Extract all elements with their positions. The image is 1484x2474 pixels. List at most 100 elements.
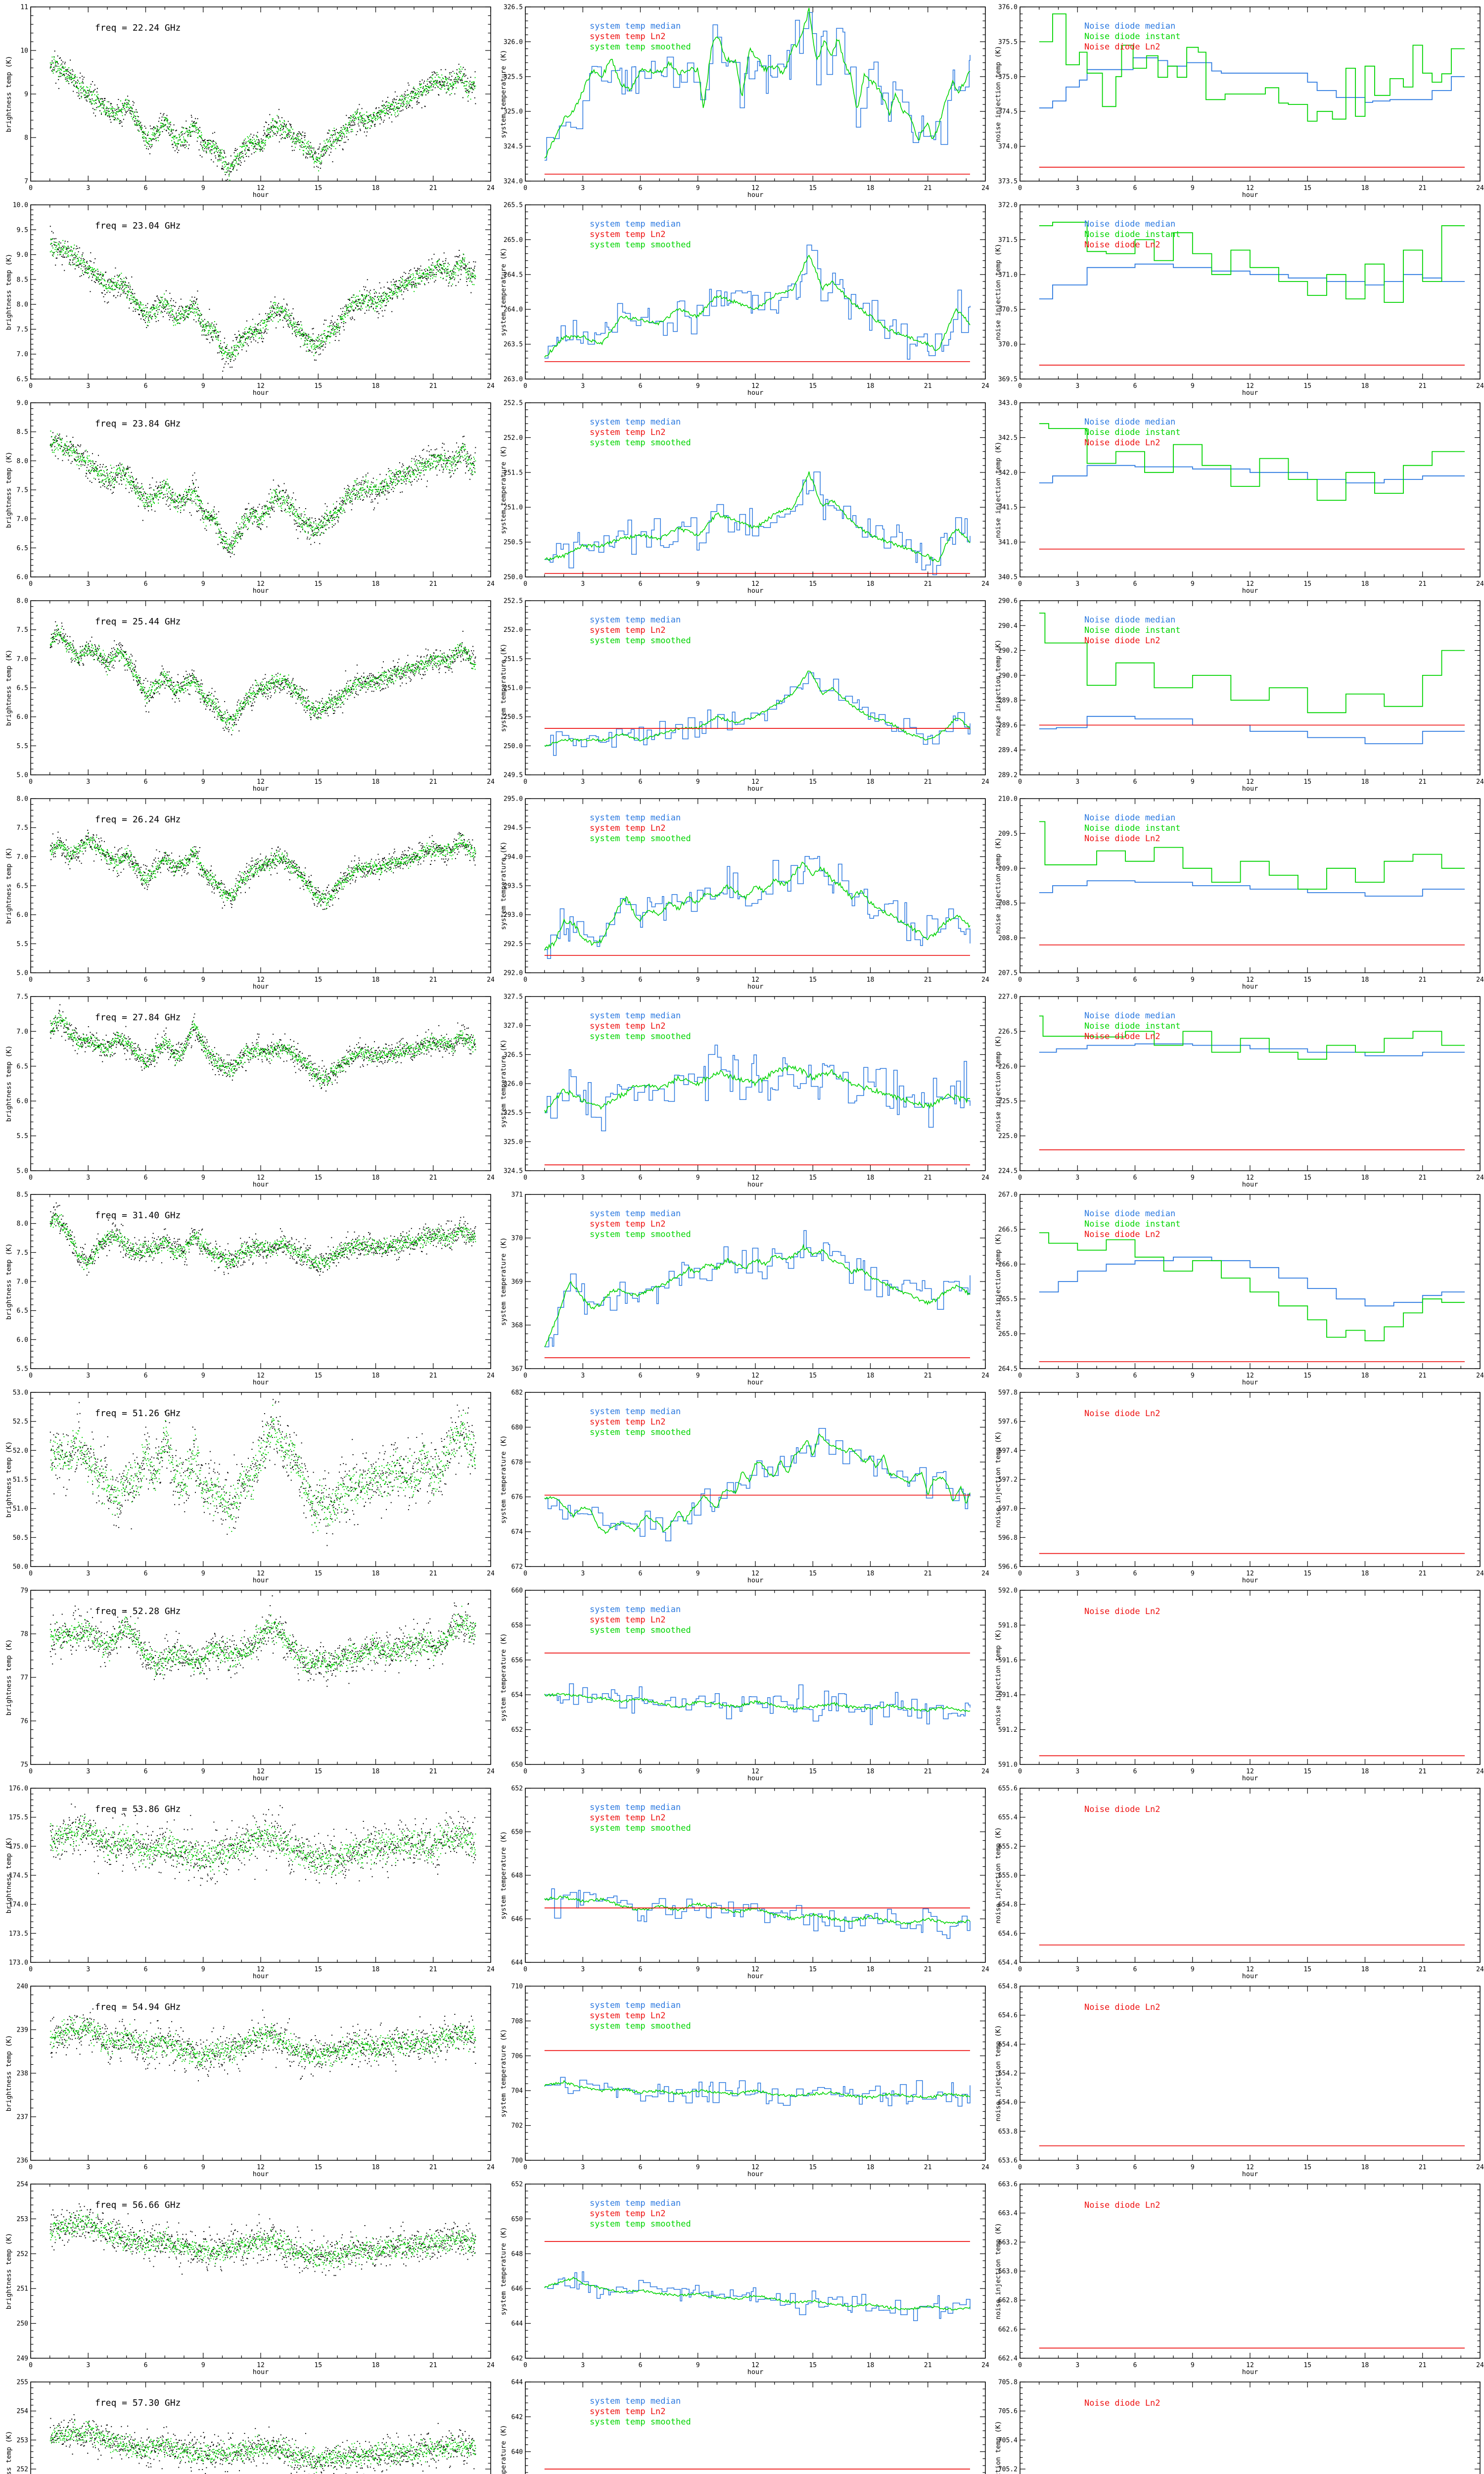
svg-text:642: 642 (511, 2355, 523, 2363)
legend-entry: system temp median (590, 1209, 681, 1219)
svg-text:24: 24 (981, 1768, 989, 1775)
svg-text:654.8: 654.8 (998, 1983, 1018, 1991)
svg-text:0: 0 (1018, 382, 1022, 390)
panel-57.30GHz-middle: 03691215182124634636638640642644hoursyst… (500, 2379, 986, 2474)
svg-text:0: 0 (1018, 580, 1022, 588)
svg-text:264.5: 264.5 (504, 271, 523, 279)
panel-56.66GHz-left: 0 3 6 9 12 15 18 21 24 249 250 251 252 253 254 hour brig… (5, 2181, 495, 2376)
svg-text:3: 3 (86, 778, 90, 786)
svg-text:21: 21 (1419, 2164, 1427, 2171)
svg-text:21: 21 (924, 580, 932, 588)
svg-text:655.6: 655.6 (998, 1785, 1018, 1793)
y-axis-label: system temperature (K) (500, 1040, 508, 1128)
x-axis-label: hour (747, 1576, 764, 1583)
legend-entry: Noise diode median (1084, 219, 1175, 229)
svg-text:0: 0 (523, 1570, 527, 1577)
svg-text:3: 3 (581, 976, 585, 984)
svg-text:654.4: 654.4 (998, 2041, 1018, 2048)
svg-text:6.0: 6.0 (17, 714, 28, 721)
svg-text:373.5: 373.5 (998, 178, 1018, 186)
y-axis-label: noise injection temp (K) (994, 1827, 1002, 1923)
x-axis-label: hour (253, 1379, 269, 1385)
noise-diode-median-line (1039, 880, 1465, 897)
svg-text:254: 254 (17, 2408, 29, 2415)
brightness-temp-smoothed-points (49, 2017, 476, 2067)
freq-title: freq = 25.44 GHz (95, 617, 181, 627)
svg-text:9.0: 9.0 (17, 251, 28, 259)
svg-text:18: 18 (867, 2164, 875, 2171)
panel-27.84GHz-middle: 0 3 6 9 12 15 18 21 24 324.5 325.0 325.5 326.0 326.5 3… (500, 994, 989, 1188)
svg-text:24: 24 (981, 976, 989, 984)
panel-54.94GHz-right: 0 3 6 9 12 15 18 21 24 653.6 653.8 654.0 654.2 654.4 6… (994, 1983, 1484, 2178)
svg-text:18: 18 (372, 1570, 380, 1577)
svg-text:12: 12 (257, 1768, 265, 1775)
svg-text:21: 21 (924, 185, 932, 192)
svg-text:15: 15 (1303, 2362, 1311, 2369)
svg-text:15: 15 (809, 778, 817, 786)
legend-entry: system temp smoothed (590, 636, 691, 646)
svg-text:6: 6 (1133, 382, 1137, 390)
svg-text:289.2: 289.2 (998, 772, 1018, 779)
svg-text:9: 9 (201, 580, 205, 588)
svg-text:9: 9 (201, 1372, 205, 1380)
legend-entry: Noise diode instant (1084, 32, 1180, 42)
panel-52.28GHz-middle: 0 3 6 9 12 15 18 21 24 650 652 654 656 658 660 hour syst… (500, 1587, 989, 1782)
svg-text:9: 9 (696, 580, 700, 588)
panel-57.30GHz-right: 03691215182124704.6704.8705.0705.2705.47… (994, 2379, 1481, 2474)
svg-text:6.5: 6.5 (17, 685, 28, 692)
svg-text:326.5: 326.5 (504, 4, 523, 11)
svg-text:21: 21 (1419, 1768, 1427, 1775)
svg-text:253: 253 (17, 2437, 28, 2444)
svg-text:265.5: 265.5 (998, 1296, 1018, 1303)
svg-text:0: 0 (29, 1768, 33, 1775)
brightness-temp-smoothed-points (49, 1606, 476, 1677)
svg-text:21: 21 (924, 1372, 932, 1380)
svg-text:21: 21 (924, 1570, 932, 1577)
system-temp-median-line (544, 1683, 971, 1725)
svg-text:6: 6 (144, 778, 148, 786)
svg-text:9: 9 (1191, 2362, 1195, 2369)
svg-text:654: 654 (511, 1692, 523, 1699)
svg-text:12: 12 (1246, 778, 1254, 786)
svg-text:5.0: 5.0 (17, 1168, 28, 1175)
svg-text:21: 21 (1419, 1372, 1427, 1380)
svg-text:644: 644 (511, 2320, 523, 2328)
svg-text:6: 6 (639, 185, 643, 192)
y-axis-label: noise injection temp (K) (994, 1629, 1002, 1725)
svg-text:12: 12 (1246, 580, 1254, 588)
svg-text:8.0: 8.0 (17, 598, 28, 605)
svg-text:591.6: 591.6 (998, 1657, 1018, 1664)
svg-text:3: 3 (1075, 2362, 1079, 2369)
legend-entry: system temp median (590, 2396, 681, 2406)
svg-text:9.0: 9.0 (17, 400, 28, 407)
svg-text:327.0: 327.0 (504, 1022, 523, 1030)
svg-text:12: 12 (257, 2362, 265, 2369)
svg-text:678: 678 (511, 1459, 523, 1466)
svg-text:5.0: 5.0 (17, 970, 28, 977)
legend-entry: system temp median (590, 1803, 681, 1812)
svg-text:18: 18 (1361, 580, 1369, 588)
y-axis-label: brightness temp (K) (5, 1243, 13, 1320)
svg-text:15: 15 (314, 2164, 322, 2171)
legend-entry: system temp Ln2 (590, 625, 666, 635)
svg-text:6: 6 (1133, 2164, 1137, 2171)
brightness-temp-smoothed-points (49, 1405, 476, 1532)
svg-text:6: 6 (639, 778, 643, 786)
svg-text:21: 21 (1419, 1174, 1427, 1182)
svg-text:21: 21 (1419, 2362, 1427, 2369)
system-temp-median-line (544, 471, 971, 575)
y-axis-label: brightness temp (K) (5, 2035, 13, 2111)
svg-text:254: 254 (17, 2181, 29, 2189)
svg-text:18: 18 (1361, 1570, 1369, 1577)
y-axis-label: noise injection temp (K) (994, 639, 1002, 736)
panel-23.84GHz-middle: 0 3 6 9 12 15 18 21 24 250.0 250.5 251.0 251.5 252.0 2… (500, 400, 989, 594)
svg-text:251: 251 (17, 2285, 28, 2293)
svg-text:21: 21 (924, 2362, 932, 2369)
svg-text:15: 15 (809, 1768, 817, 1775)
svg-text:15: 15 (314, 1966, 322, 1973)
legend-entry: system temp smoothed (590, 42, 691, 52)
svg-text:9: 9 (201, 1570, 205, 1577)
svg-text:7: 7 (24, 178, 28, 186)
x-axis-label: hour (747, 1379, 764, 1385)
svg-text:704: 704 (511, 2088, 523, 2095)
